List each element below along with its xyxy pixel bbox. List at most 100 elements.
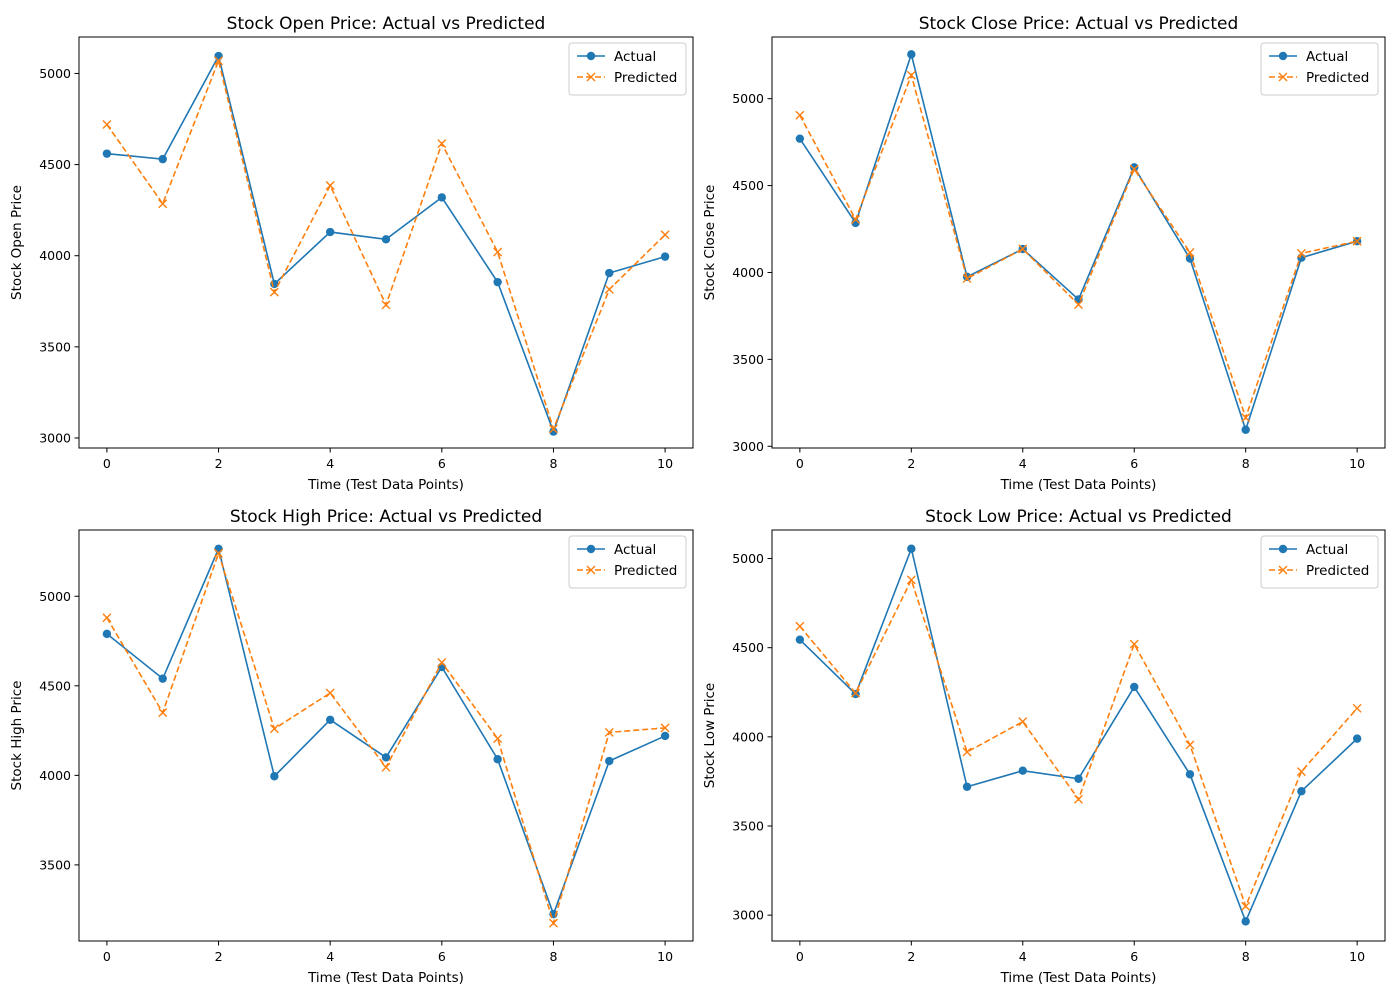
data-point-predicted [1185,247,1195,257]
data-point-predicted [1018,717,1028,727]
data-point-predicted [1352,703,1362,713]
y-tick-label: 5000 [732,551,764,566]
x-tick-label: 2 [907,456,915,471]
x-tick-label: 0 [103,456,111,471]
chart-panel-1: Stock Close Price: Actual vs Predicted 0 2… [702,14,1386,493]
x-tick-label: 8 [1242,456,1250,471]
data-point-predicted [660,230,670,240]
data-point-predicted [795,110,805,120]
series-line-predicted [799,72,1358,421]
y-tick-label: 5000 [39,589,71,604]
data-point-actual [325,227,335,237]
y-tick-label: 4000 [39,768,71,783]
x-tick-label: 6 [438,456,446,471]
x-tick-label: 0 [796,949,804,964]
x-tick-label: 0 [796,456,804,471]
data-point-predicted [604,284,614,294]
x-tick-label: 2 [907,949,915,964]
x-tick-label: 4 [326,949,334,964]
legend-marker-icon [586,72,596,82]
legend-label: Actual [1306,49,1348,65]
x-axis-label: Time (Test Data Points) [307,970,464,986]
y-tick-label: 4500 [39,678,71,693]
y-axis-label: Stock Close Price [702,185,718,301]
data-point-actual [325,715,335,725]
series-line-actual [799,546,1358,924]
data-point-actual [660,731,670,741]
data-point-actual [1130,682,1139,692]
data-point-predicted [102,613,112,623]
y-tick-label: 4000 [732,265,764,280]
y-tick-label: 3500 [39,339,71,354]
x-tick-label: 6 [1130,456,1138,471]
y-axis-label: Stock High Price [9,681,25,791]
chart-title: Stock High Price: Actual vs Predicted [230,507,542,527]
plot-frame [771,36,1386,449]
y-tick-label: 3500 [39,857,71,872]
y-tick-label: 5000 [39,66,71,81]
data-point-actual [102,629,112,639]
data-point-actual [381,235,391,244]
legend-label: Predicted [614,563,677,579]
data-point-predicted [214,548,224,558]
y-tick-label: 3500 [732,818,764,833]
plot-frame [78,529,694,942]
x-tick-label: 2 [215,949,223,964]
plot-frame [78,36,694,449]
data-point-predicted [1129,639,1139,649]
x-tick-label: 10 [1349,949,1365,964]
data-point-predicted [437,658,447,668]
legend-label: Actual [614,542,656,558]
data-point-actual [660,252,670,261]
data-point-predicted [493,247,503,257]
data-point-actual [1130,163,1139,172]
chart-title: Stock Low Price: Actual vs Predicted [925,507,1232,527]
data-point-predicted [158,708,168,718]
x-tick-label: 10 [657,456,673,471]
y-tick-label: 4500 [732,640,764,655]
data-point-predicted [906,70,916,80]
data-point-actual [962,782,972,791]
data-point-actual [1297,787,1306,796]
plot-frame [771,529,1386,942]
data-point-predicted [906,575,916,585]
y-tick-label: 3000 [732,908,764,923]
y-axis-label: Stock Open Price [9,185,25,300]
legend-marker-icon [1278,51,1288,61]
x-axis-label: Time (Test Data Points) [1000,970,1157,986]
data-point-predicted [660,723,670,733]
data-point-predicted [102,119,112,129]
data-point-actual [907,544,916,553]
x-tick-label: 8 [1242,949,1250,964]
x-tick-label: 0 [103,949,111,964]
chart-panel-0: Stock Open Price: Actual vs Predicted 0 2 4… [9,14,694,493]
data-point-actual [214,51,223,61]
data-point-actual [214,544,223,554]
legend-marker-icon [586,544,596,554]
data-point-predicted [269,287,279,297]
data-point-predicted [604,727,614,737]
legend-marker-icon [586,565,596,575]
x-tick-label: 4 [1019,456,1027,471]
x-tick-label: 6 [1130,949,1138,964]
chart-panel-2: Stock High Price: Actual vs Predicted 0 2 4… [9,507,694,986]
data-point-actual [493,277,502,287]
data-point-predicted [493,734,503,744]
data-point-predicted [1296,767,1306,777]
data-point-predicted [1241,413,1251,423]
y-tick-label: 3500 [732,352,764,367]
y-tick-label: 4500 [732,178,764,193]
data-point-actual [1185,770,1195,779]
y-tick-label: 5000 [732,91,764,106]
series-line-actual [106,546,666,917]
data-point-actual [1018,766,1027,775]
legend-marker-icon [1278,565,1288,575]
data-point-predicted [381,300,391,310]
data-point-actual [158,674,167,683]
data-point-actual [437,193,447,202]
y-tick-label: 4000 [732,729,764,744]
x-tick-label: 10 [1349,456,1365,471]
data-point-actual [605,268,614,278]
data-point-actual [270,772,279,781]
